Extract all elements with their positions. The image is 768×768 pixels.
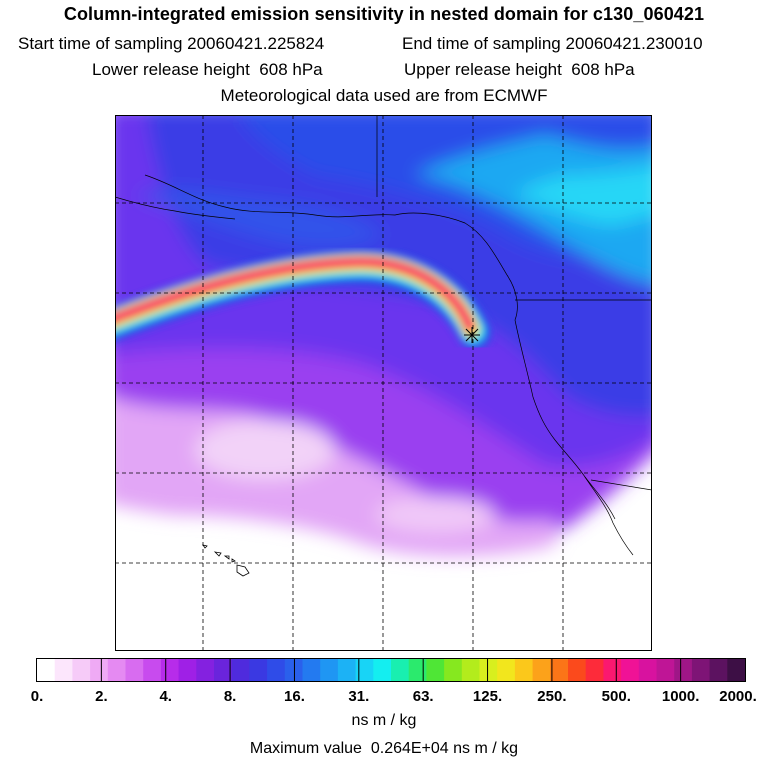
border-line-mexico	[590, 479, 652, 491]
pale-patch-south	[375, 497, 495, 533]
colorbar-tick-label: 250.	[537, 688, 567, 705]
colorbar-swatch	[656, 659, 675, 681]
colorbar-swatch	[231, 659, 250, 681]
aleutian-chain	[115, 196, 236, 220]
colorbar-swatch	[585, 659, 604, 681]
sampling-end: End time of sampling 20060421.230010	[402, 34, 703, 54]
met-data-text: Meteorological data used are from ECMWF	[220, 86, 548, 105]
colorbar-swatch	[426, 659, 445, 681]
upper-value: 608 hPa	[571, 60, 635, 79]
lower-value: 608 hPa	[259, 60, 323, 79]
colorbar-swatch	[302, 659, 321, 681]
colorbar-tick-label: 16.	[284, 688, 305, 705]
pale-patch-west	[195, 420, 335, 480]
colorbar-swatch	[674, 659, 693, 681]
colorbar-tick-label: 63.	[412, 688, 434, 705]
map-title: Column-integrated emission sensitivity i…	[63, 4, 705, 24]
colorbar-swatch	[337, 659, 357, 681]
graticule	[115, 115, 652, 651]
colorbar-swatch	[125, 659, 144, 681]
colorbar-tick-label: 125.	[472, 688, 503, 705]
colorbar-tick-label: 31.	[348, 688, 370, 705]
end-label: End time of sampling	[402, 34, 561, 53]
colorbar-tick-label: 1000.	[661, 688, 700, 705]
colorbar-frame	[36, 658, 746, 682]
colorbar-swatch	[178, 659, 197, 681]
colorbar-swatch	[727, 659, 746, 681]
colorbar	[36, 658, 746, 682]
sampling-start: Start time of sampling 20060421.225824	[18, 34, 324, 54]
sensitivity-field-lightcyan	[515, 166, 652, 225]
colorbar-units: ns m / kg	[351, 712, 417, 729]
upper-release-height: Upper release height 608 hPa	[404, 60, 635, 80]
lower-label: Lower release height	[92, 60, 250, 79]
colorbar-tick-label: 4.	[159, 688, 172, 705]
maximum-value-line: Maximum value 0.264E+04 ns m / kg	[0, 740, 768, 758]
max-label: Maximum value	[249, 740, 362, 757]
colorbar-swatch	[267, 659, 286, 681]
colorbar-tick-label: 2.	[95, 688, 108, 705]
colorbar-swatch	[355, 659, 374, 681]
plume-band	[115, 249, 492, 350]
colorbar-swatch	[214, 659, 233, 681]
alaska-coast	[144, 174, 518, 321]
colorbar-swatch	[249, 659, 268, 681]
colorbar-swatch	[72, 659, 91, 681]
upper-label: Upper release height	[404, 60, 562, 79]
max-units: ns m / kg	[453, 740, 519, 757]
colorbar-swatch	[532, 659, 551, 681]
start-value: 20060421.225824	[187, 34, 325, 53]
colorbar-swatch	[691, 659, 711, 681]
lower-release-height: Lower release height 608 hPa	[92, 60, 323, 80]
colorbar-swatch	[638, 659, 657, 681]
colorbar-swatch	[37, 659, 56, 681]
coastlines	[115, 115, 652, 556]
colorbar-swatch	[143, 659, 162, 681]
colorbar-swatch	[373, 659, 392, 681]
sensitivity-map	[115, 115, 652, 651]
start-label: Start time of sampling	[18, 34, 183, 53]
colorbar-tick-label: 2000.	[719, 688, 757, 705]
colorbar-swatch	[320, 659, 339, 681]
sensitivity-field-northwest-blue	[135, 190, 385, 247]
sensitivity-field-cyan	[415, 135, 652, 284]
end-value: 20060421.230010	[565, 34, 703, 53]
baja-coast	[584, 476, 634, 556]
colorbar-swatch	[408, 659, 427, 681]
colorbar-swatch	[709, 659, 728, 681]
colorbar-swatch	[603, 659, 622, 681]
colorbar-swatch	[54, 659, 73, 681]
colorbar-swatch	[107, 659, 126, 681]
colorbar-swatch	[196, 659, 215, 681]
map-frame	[115, 115, 652, 651]
colorbar-swatch	[497, 659, 516, 681]
max-value: 0.264E+04	[370, 740, 449, 757]
met-data-line: Meteorological data used are from ECMWF	[0, 86, 768, 106]
colorbar-tick-label: 0.	[30, 688, 44, 705]
colorbar-swatch	[284, 659, 303, 681]
colorbar-tick-label: 8.	[223, 688, 237, 705]
release-point-star-icon	[464, 327, 480, 343]
colorbar-swatch	[568, 659, 587, 681]
north-america-coast	[514, 319, 616, 520]
colorbar-swatch	[461, 659, 480, 681]
colorbar-swatch	[444, 659, 463, 681]
colorbar-swatch	[514, 659, 534, 681]
colorbar-swatch	[90, 659, 109, 681]
colorbar-swatch	[160, 659, 180, 681]
colorbar-swatch	[550, 659, 569, 681]
colorbar-swatch	[479, 659, 498, 681]
colorbar-swatch	[391, 659, 410, 681]
hawaii-islands	[202, 544, 250, 577]
colorbar-swatch	[621, 659, 640, 681]
colorbar-tick-label: 500.	[601, 688, 631, 705]
